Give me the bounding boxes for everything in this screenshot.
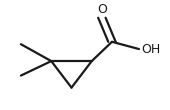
Text: OH: OH [141,43,161,56]
Text: O: O [97,3,107,16]
